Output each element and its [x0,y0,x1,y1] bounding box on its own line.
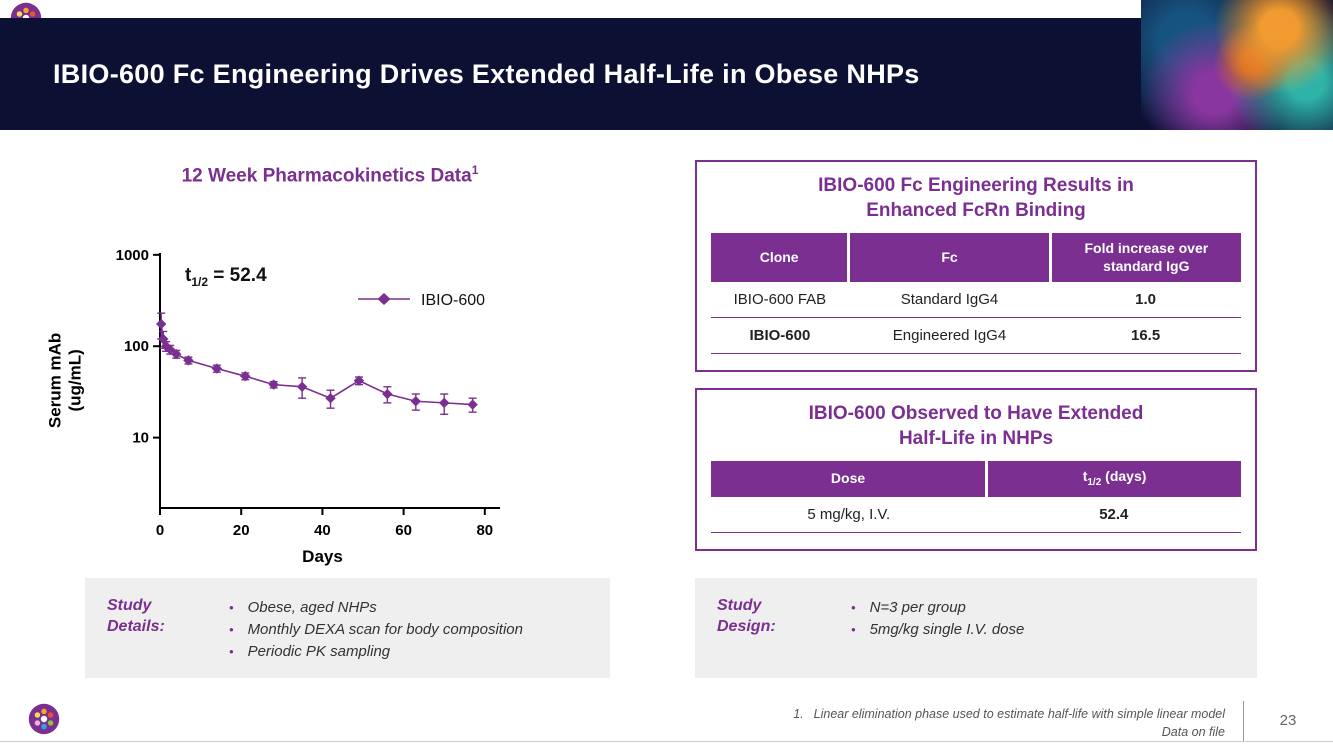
svg-text:Days: Days [302,547,343,566]
half-life-prefix: t [185,265,192,286]
study-design-box: Study Design: • N=3 per group • 5mg/kg sin… [695,578,1257,678]
svg-text:100: 100 [124,338,149,355]
cell-fold: 1.0 [1050,282,1241,319]
bullet-icon: • [229,600,234,615]
fcrn-panel-title: IBIO-600 Fc Engineering Results in Enhan… [711,174,1241,223]
header-bar: IBIO-600 Fc Engineering Drives Extended … [0,18,1333,130]
list-item: • N=3 per group [851,597,1235,619]
cell-clone: IBIO-600 FAB [711,282,849,319]
chart-title: 12 Week Pharmacokinetics Data1 [90,163,570,187]
half-life-panel: IBIO-600 Observed to Have Extended Half-… [695,388,1257,551]
half-life-panel-title-line2: Half-Life in NHPs [898,427,1054,449]
cell-clone: IBIO-600 [711,317,849,355]
table-header-row: Dose t1/2 (days) [711,461,1241,497]
bullet-text: 5mg/kg single I.V. dose [869,621,1025,639]
svg-text:1000: 1000 [116,247,149,264]
bullet-icon: • [229,622,234,638]
column-header-dose: Dose [711,461,987,497]
list-item: • Monthly DEXA scan for body composition [229,619,588,641]
half-life-subscript: 1/2 [191,274,209,289]
footnote: 1. Linear elimination phase used to estim… [793,706,1225,741]
study-details-label: Study Details: [107,597,165,635]
fcrn-table: Clone Fc Fold increase over standard IgG… [711,233,1241,355]
fcrn-panel-title-line2: Enhanced FcRn Binding [866,199,1086,221]
bullet-text: Monthly DEXA scan for body composition [247,621,523,639]
antibody-molecule-image [1141,0,1333,130]
cell-fold: 16.5 [1050,317,1241,355]
t-half-subscript: 1/2 [1087,477,1102,489]
study-design-bullets: • N=3 per group • 5mg/kg single I.V. dose [851,596,1235,660]
study-details-bullets: • Obese, aged NHPs • Monthly DEXA scan for… [229,596,588,660]
list-item: • Obese, aged NHPs [229,597,588,619]
svg-text:80: 80 [476,522,493,539]
list-item: • Periodic PK sampling [229,641,588,663]
study-design-label: Study Design: [717,597,776,635]
bottom-rule [0,741,1333,742]
half-life-table: Dose t1/2 (days) 5 mg/kg, I.V. 52.4 [711,461,1241,533]
column-header-clone: Clone [711,233,849,283]
company-logo-footer-svg [28,703,60,735]
half-life-panel-title: IBIO-600 Observed to Have Extended Half-… [711,402,1241,451]
svg-text:0: 0 [156,522,164,539]
pk-chart: Serum mAb (ug/mL) 1000 100 10 0 20 40 60 80 Days… [42,235,574,575]
svg-text:IBIO-600: IBIO-600 [421,292,485,309]
cell-dose: 5 mg/kg, I.V. [711,496,987,533]
page-number: 23 [1279,712,1297,729]
table-header-row: Clone Fc Fold increase over standard IgG [711,233,1241,283]
bullet-icon: • [229,644,234,660]
fcrn-panel-title-line1: IBIO-600 Fc Engineering Results in [818,175,1134,196]
y-axis-label-line2: (ug/mL) [66,348,86,412]
bullet-icon: • [851,622,856,638]
svg-text:10: 10 [132,430,149,447]
chart-title-superscript: 1 [471,163,479,177]
page-title: IBIO-600 Fc Engineering Drives Extended … [53,58,920,89]
t-half-units: (days) [1101,468,1147,485]
t-half-prefix: t [1082,468,1088,485]
cell-t-half: 52.4 [986,496,1241,533]
company-logo-footer [28,703,60,735]
column-header-t-half: t1/2 (days) [985,461,1241,497]
table-row: IBIO-600 Engineered IgG4 16.5 [711,317,1241,355]
cell-fc: Engineered IgG4 [848,317,1051,355]
svg-text:40: 40 [314,522,331,539]
list-item: • 5mg/kg single I.V. dose [851,619,1235,641]
footnote-line1: 1. Linear elimination phase used to estim… [793,706,1225,724]
svg-text:20: 20 [233,522,250,539]
svg-text:60: 60 [395,522,412,539]
y-axis-label-line1: Serum mAb [45,332,65,428]
table-row: 5 mg/kg, I.V. 52.4 [711,496,1241,533]
footer-divider [1243,701,1244,741]
footnote-number: 1. [793,707,804,721]
bullet-text: Obese, aged NHPs [247,599,377,616]
bullet-text: N=3 per group [869,599,966,616]
half-life-value: = 52.4 [208,265,267,286]
footnote-line2: Data on file [1161,724,1225,739]
footnote-text: Linear elimination phase used to estimat… [813,707,1225,721]
column-header-fold: Fold increase over standard IgG [1048,233,1241,283]
half-life-annotation: t1/2 = 52.4 [185,265,267,289]
half-life-panel-title-line1: IBIO-600 Observed to Have Extended [808,403,1144,424]
bullet-icon: • [851,600,856,615]
column-header-fc: Fc [847,233,1051,283]
fcrn-binding-panel: IBIO-600 Fc Engineering Results in Enhan… [695,160,1257,373]
cell-fc: Standard IgG4 [848,282,1051,319]
study-details-box: Study Details: • Obese, aged NHPs • Monthl… [85,578,610,678]
bullet-text: Periodic PK sampling [247,643,391,661]
table-row: IBIO-600 FAB Standard IgG4 1.0 [711,282,1241,319]
chart-title-text: 12 Week Pharmacokinetics Data [181,165,472,187]
y-axis-label: Serum mAb (ug/mL) [42,235,90,525]
